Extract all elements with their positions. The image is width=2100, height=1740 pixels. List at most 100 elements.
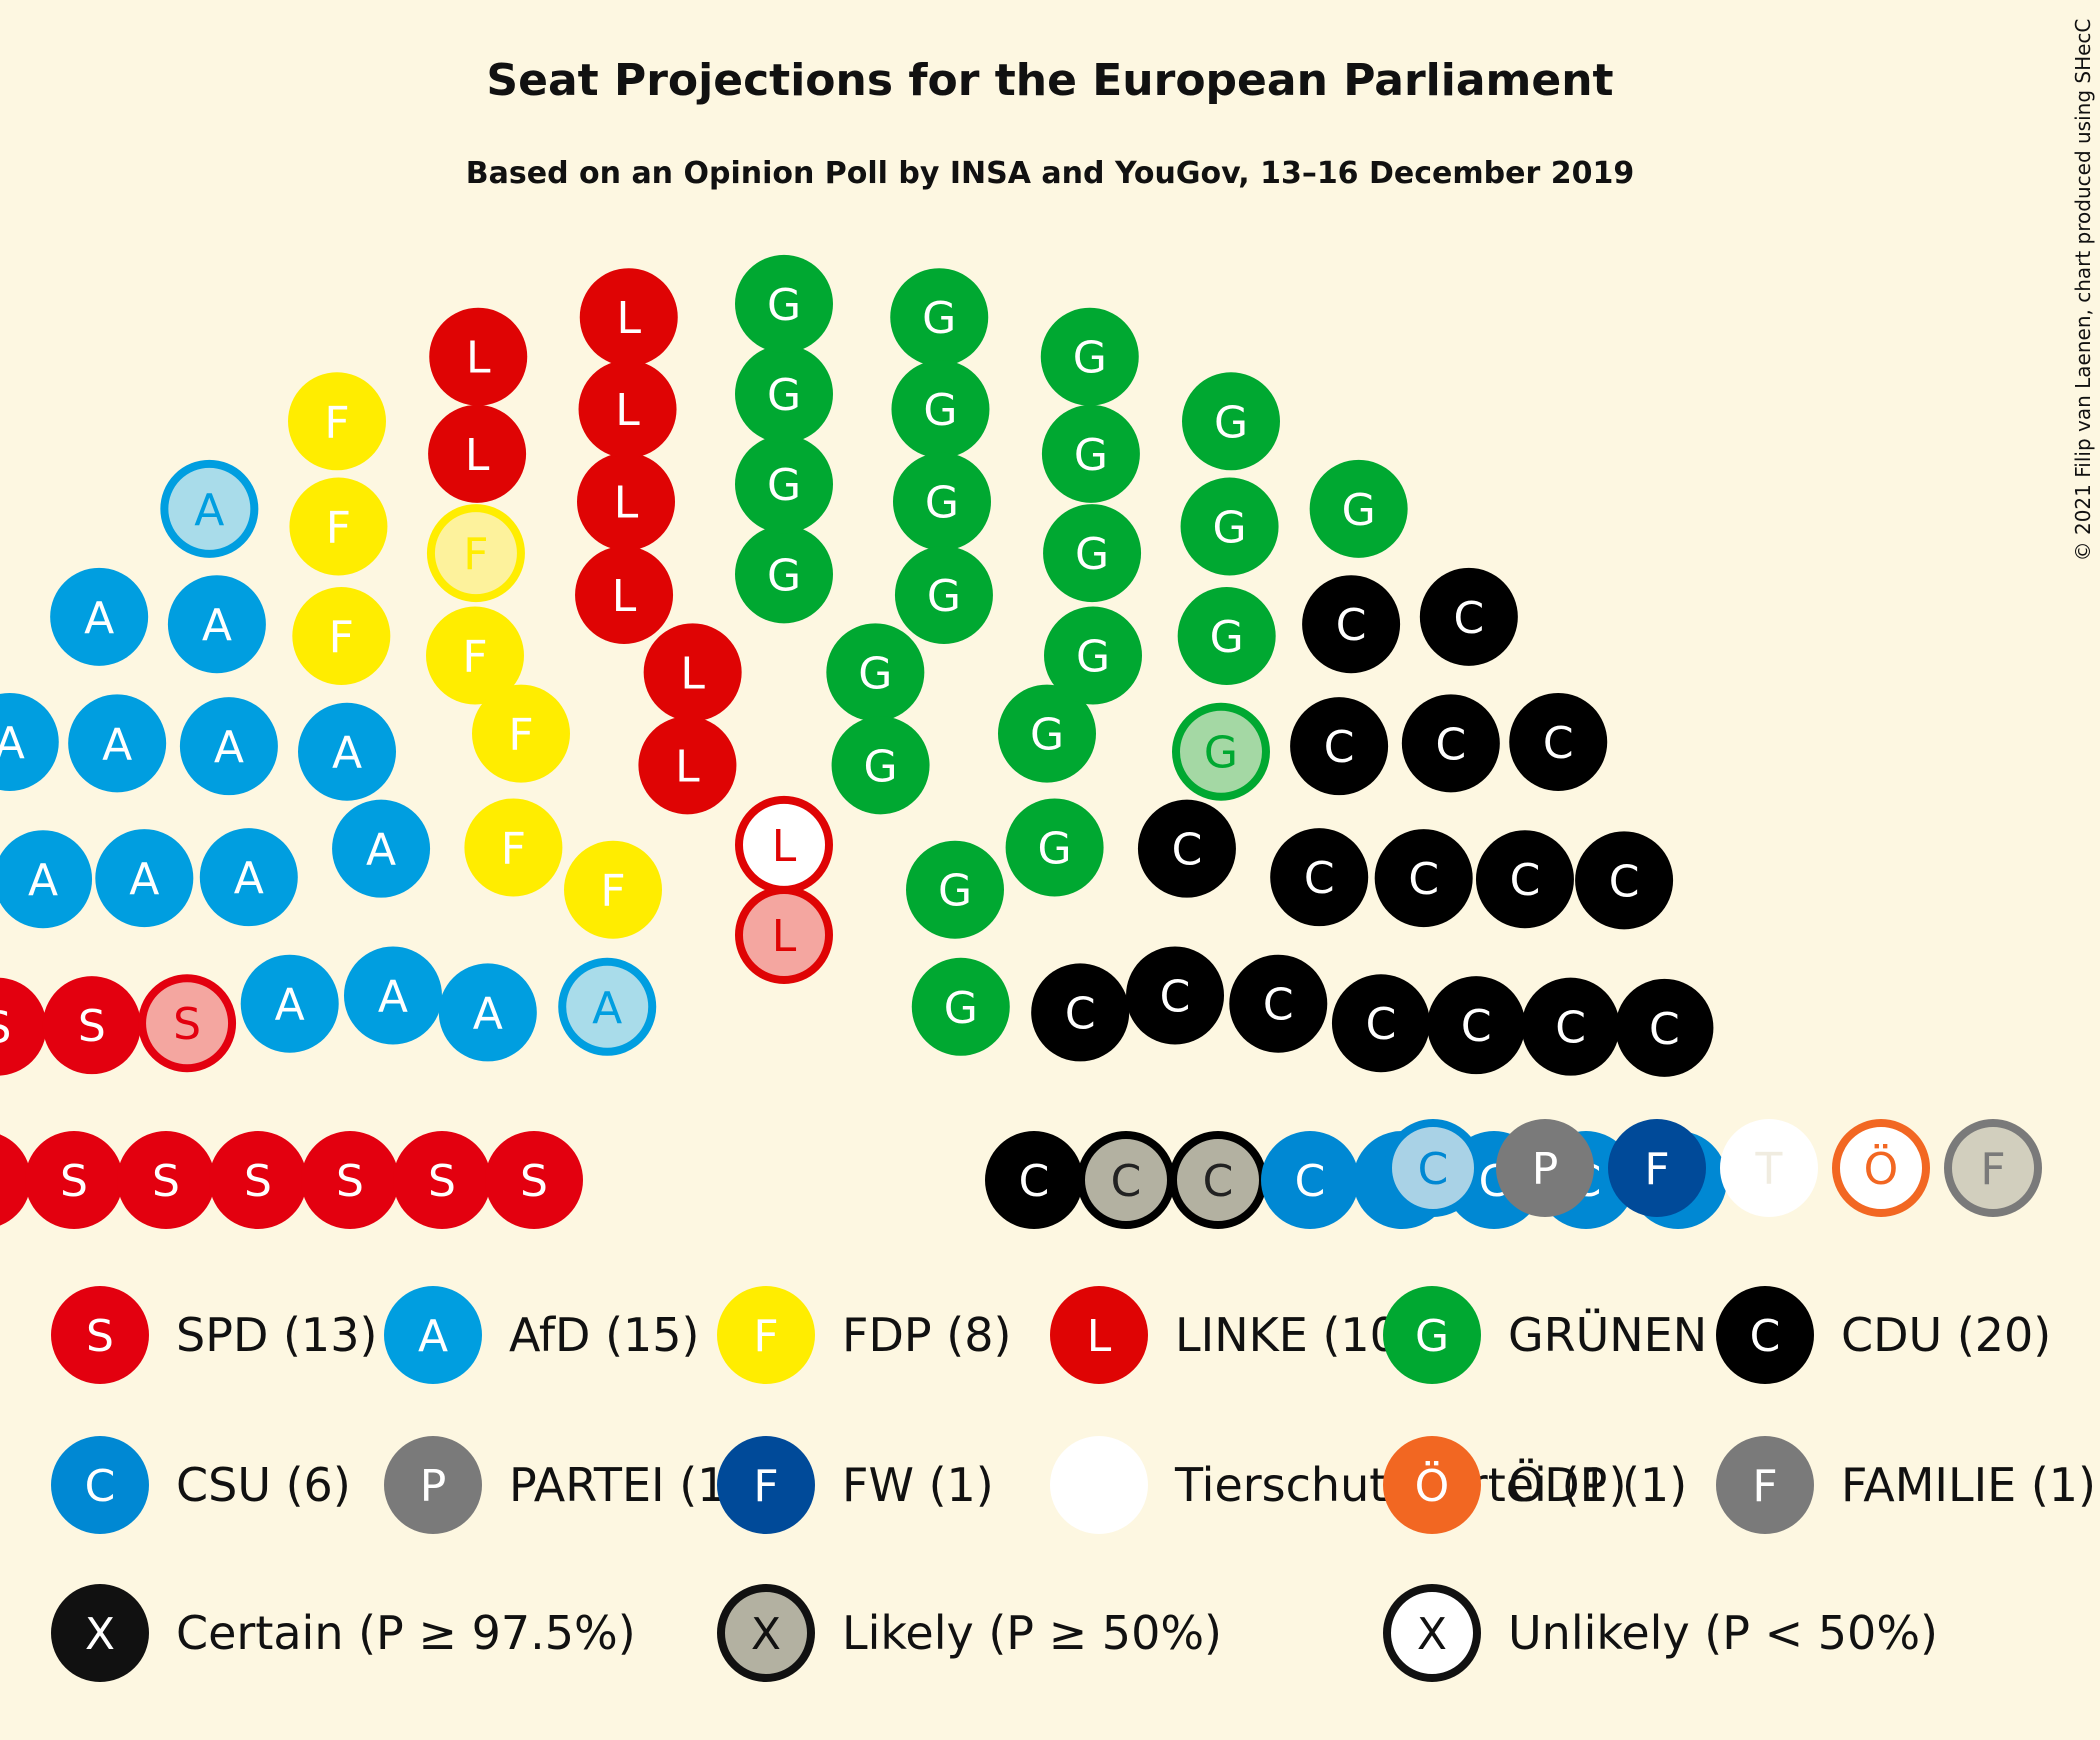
- seat-circle: [579, 268, 678, 367]
- legend-swatch: [1050, 1286, 1148, 1384]
- seat-letter: A: [366, 825, 396, 876]
- seat-letter: A: [194, 485, 224, 536]
- seat-letter: G: [1204, 728, 1238, 779]
- legend-item: CDU (20): [1841, 1308, 2051, 1362]
- seat-circle: [343, 946, 442, 1045]
- seat-letter: A: [234, 853, 264, 904]
- seat: F: [426, 504, 525, 603]
- seat-circle: [1180, 477, 1279, 576]
- seat-circle: [1171, 702, 1270, 801]
- seat-circle: [735, 345, 833, 444]
- seat-circle: [564, 840, 662, 939]
- certainty-item: X Unlikely (P < 50%): [1383, 1584, 1938, 1682]
- seat: L: [577, 452, 676, 551]
- seat: C: [1126, 946, 1225, 1045]
- seat-circle: [1384, 1119, 1482, 1217]
- seat-letter: S: [520, 1156, 548, 1207]
- legend-item: LINKE (10): [1175, 1308, 1417, 1362]
- legend-swatch: [51, 1436, 149, 1534]
- seat-circle: [735, 254, 833, 353]
- seat-circle: [638, 716, 737, 815]
- legend-swatch: [51, 1286, 149, 1384]
- seat-letter: G: [858, 648, 892, 699]
- seat: C: [1137, 799, 1236, 898]
- legend-item: FAMILIE (1): [1841, 1458, 2096, 1512]
- seat-letter: C: [1461, 1001, 1492, 1052]
- seat: G: [1177, 587, 1276, 686]
- seat: C: [1229, 954, 1328, 1053]
- seat-circle: [1475, 830, 1574, 929]
- seat-circle: [50, 567, 149, 666]
- seat: Ö: [1832, 1119, 1930, 1217]
- seat-circle: [735, 795, 833, 894]
- seat-circle: [1496, 1119, 1594, 1217]
- legend-label: FDP (8): [842, 1308, 1011, 1362]
- seat-letter: A: [592, 983, 622, 1034]
- seat-circle: [393, 1131, 491, 1229]
- seat-letter: C: [1418, 1144, 1449, 1195]
- seat: F: [1944, 1119, 2042, 1217]
- legend-swatch: [1050, 1436, 1148, 1534]
- seat-circle: [1608, 1119, 1706, 1217]
- seat-letter: A: [332, 728, 362, 779]
- seat-letter: A: [0, 718, 25, 769]
- legend-swatch-letter: G: [1415, 1311, 1449, 1362]
- seat: G: [735, 254, 833, 353]
- seat-circle: [1374, 829, 1473, 928]
- seat-circle: [577, 452, 676, 551]
- legend-swatch-letter: S: [86, 1311, 114, 1362]
- seat-circle: [288, 372, 386, 471]
- seat: C: [1475, 830, 1574, 929]
- seat-circle: [1182, 372, 1280, 471]
- seat-letter: G: [767, 370, 801, 421]
- legend-swatch-letter: F: [1752, 1461, 1777, 1512]
- seat: P: [1496, 1119, 1594, 1217]
- seat-circle: [998, 684, 1096, 783]
- certainty-swatch: [51, 1584, 149, 1682]
- seat-circle: [1126, 946, 1225, 1045]
- seat-letter: A: [473, 988, 503, 1039]
- seat: S: [0, 977, 47, 1076]
- seat: A: [50, 567, 149, 666]
- seat: S: [0, 1134, 31, 1226]
- seat-letter: C: [1510, 855, 1541, 906]
- certainty-legend: X Certain (P ≥ 97.5%) X Likely (P ≥ 50%) X Un…: [51, 1584, 1938, 1682]
- seat: F: [292, 587, 391, 686]
- seat: A: [0, 830, 93, 929]
- party-legend: SPD (13) AfD (15) FDP (8) LINKE (10) GRÜNEN …: [51, 1286, 2096, 1534]
- seat-circle: [1041, 404, 1140, 503]
- legend-label: FAMILIE (1): [1841, 1458, 2096, 1512]
- seat-circle: [485, 1131, 583, 1229]
- seat: F: [288, 372, 386, 471]
- certainty-swatch: [717, 1584, 815, 1682]
- seat-letter: T: [1755, 1144, 1783, 1195]
- seat-letter: L: [615, 385, 640, 436]
- legend-swatch-letter: F: [753, 1461, 778, 1512]
- seat: C: [1615, 978, 1714, 1077]
- seat-letter: G: [923, 385, 957, 436]
- seat: G: [1180, 477, 1279, 576]
- seat-letter: C: [1543, 718, 1574, 769]
- seat-letter: G: [864, 741, 898, 792]
- seat: G: [1044, 606, 1142, 705]
- seat-circle: [292, 587, 391, 686]
- seat-letter: G: [1213, 502, 1247, 553]
- seat-letter: C: [1203, 1156, 1234, 1207]
- seat-circle: [289, 477, 388, 576]
- seat-letter: L: [465, 430, 490, 481]
- seat-letter: F: [326, 502, 351, 553]
- seat: A: [240, 954, 339, 1053]
- seat-letter: L: [614, 478, 639, 529]
- legend-item: AfD (15): [509, 1308, 700, 1362]
- seat: C: [1575, 831, 1674, 930]
- seat: C: [985, 1131, 1083, 1229]
- seat-circle: [1137, 799, 1236, 898]
- seat-circle: [985, 1131, 1083, 1229]
- seat: S: [117, 1131, 215, 1229]
- seat-circle: [332, 799, 431, 898]
- seat-letter: F: [329, 612, 354, 663]
- legend-swatch: [1716, 1436, 1814, 1534]
- seat: F: [464, 798, 563, 897]
- seat-circle: [911, 957, 1010, 1056]
